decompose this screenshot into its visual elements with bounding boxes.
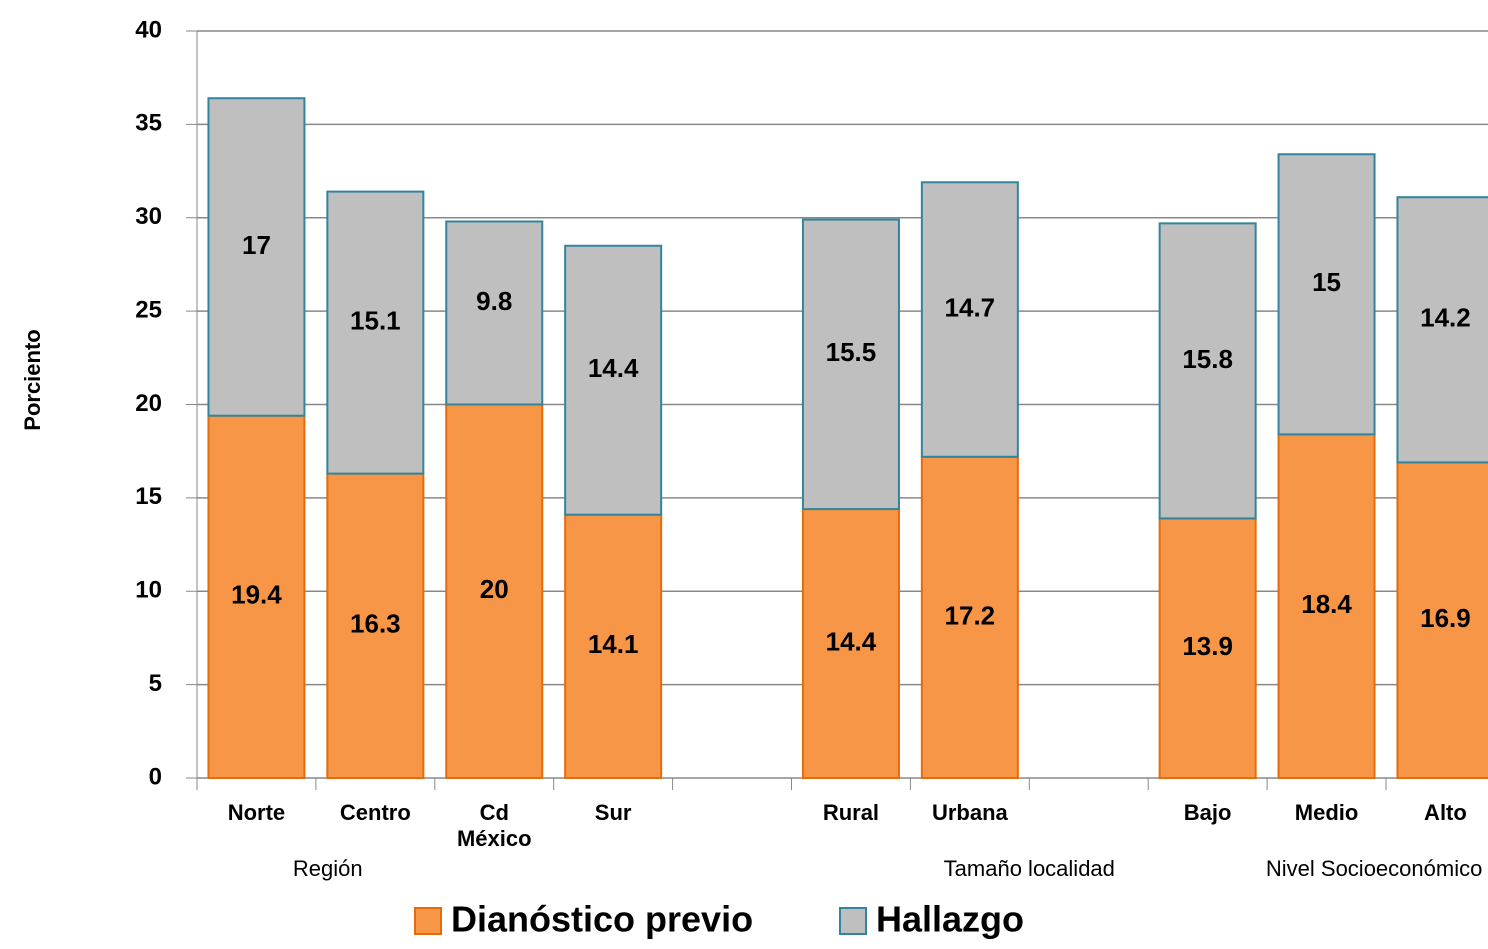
bar-segment [445, 220, 544, 406]
data-label: 17 [242, 230, 271, 260]
x-tick-label: Bajo [1183, 800, 1232, 825]
bar-segment [920, 455, 1019, 779]
data-label: 19.4 [231, 580, 282, 610]
bar-segment [1277, 433, 1376, 779]
bar-segment [801, 218, 900, 511]
bar-segment [207, 414, 306, 779]
legend-swatch [839, 907, 867, 935]
data-label: 17.2 [945, 600, 996, 630]
group-label: Tamaño localidad [943, 856, 1115, 881]
y-tick-label: 30 [135, 203, 162, 230]
bar-segment [1277, 153, 1376, 436]
y-axis-label: Porciento [20, 329, 45, 430]
data-label: 13.9 [1182, 631, 1233, 661]
y-tick-label: 5 [149, 670, 162, 697]
data-label: 20 [480, 574, 509, 604]
data-label: 15 [1312, 267, 1341, 297]
x-tick-label: Alto [1424, 800, 1467, 825]
y-tick-label: 10 [135, 577, 162, 604]
data-label: 14.7 [945, 292, 996, 322]
bar-segment [1396, 196, 1488, 464]
group-label: Región [292, 856, 363, 881]
bar-segment [326, 190, 425, 475]
bar-segment [564, 513, 663, 779]
y-tick-label: 0 [149, 763, 162, 790]
legend-label: Dianóstico previo [451, 899, 753, 940]
data-label: 16.9 [1420, 603, 1471, 633]
data-label: 18.4 [1301, 589, 1352, 619]
data-label: 14.1 [588, 629, 639, 659]
x-tick-label: Cd México [456, 800, 532, 851]
x-tick-label: Rural [822, 800, 880, 825]
y-tick-label: 35 [135, 110, 162, 137]
data-label: 14.4 [826, 626, 877, 656]
x-tick-label: Urbana [931, 800, 1008, 825]
bar-segment [1158, 222, 1257, 520]
data-label: 15.8 [1182, 344, 1233, 374]
x-tick-label: Medio [1294, 800, 1359, 825]
data-label: 14.2 [1420, 303, 1471, 333]
y-tick-label: 40 [135, 16, 162, 43]
bar-segment [564, 244, 663, 516]
data-label: 16.3 [350, 609, 401, 639]
x-tick-label: Norte [227, 800, 286, 825]
bar-segment [801, 508, 900, 779]
bar-segment [1158, 517, 1257, 779]
data-label: 14.4 [588, 353, 639, 383]
data-label: 9.8 [476, 286, 512, 316]
y-tick-label: 20 [135, 390, 162, 417]
y-tick-label: 15 [135, 483, 162, 510]
legend-swatch [414, 907, 442, 935]
legend-label: Hallazgo [876, 899, 1024, 940]
bar-segment [326, 472, 425, 779]
bar-segment [920, 181, 1019, 458]
bar-segment [207, 97, 306, 417]
data-label: 15.1 [350, 305, 401, 335]
x-tick-label: Sur [594, 800, 632, 825]
x-tick-label: Centro [339, 800, 411, 825]
data-label: 15.5 [826, 337, 877, 367]
group-label: Nivel Socioeconómico [1265, 856, 1483, 881]
y-tick-label: 25 [135, 296, 162, 323]
bar-segment [445, 403, 544, 779]
